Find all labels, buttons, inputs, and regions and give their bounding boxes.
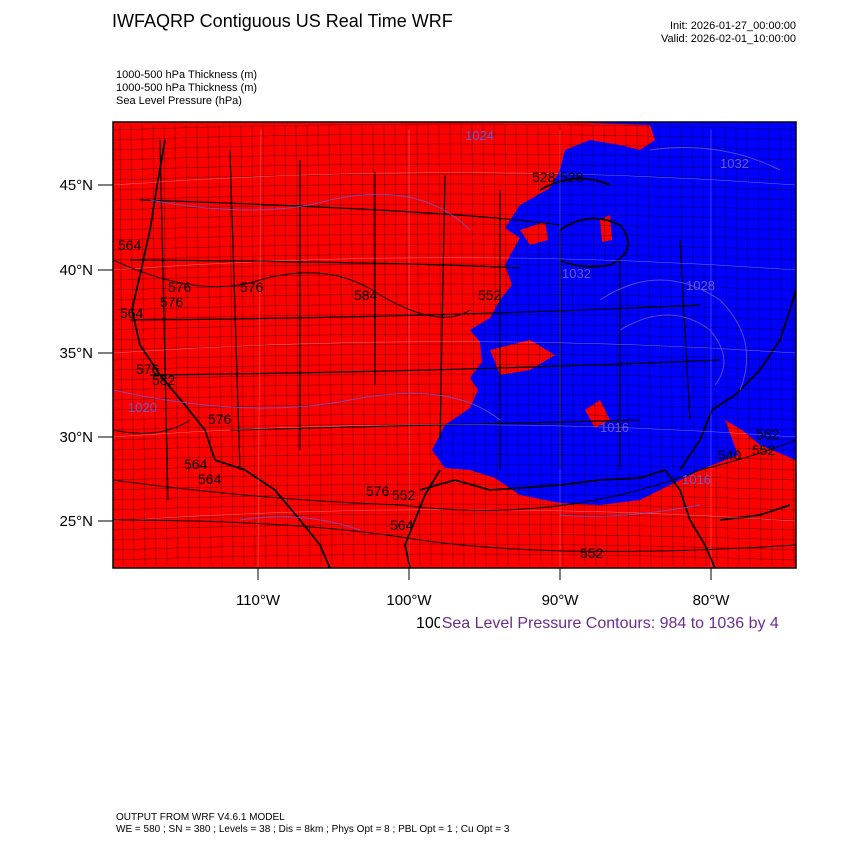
- field-label-thickness-1: 1000-500 hPa Thickness (m): [116, 69, 258, 81]
- slp-label-group: 1024 1032 1032 1028 1020 1016 1016: [128, 128, 749, 487]
- thickness-label: 576: [366, 483, 390, 499]
- plot-frame: [112, 121, 797, 569]
- slp-label: 1032: [562, 266, 591, 281]
- warm-pocket: [520, 222, 548, 245]
- thickness-label: 564: [390, 517, 414, 533]
- slp-label: 1028: [686, 278, 715, 293]
- valid-time: Valid: 2026-02-01_10:00:00: [661, 33, 796, 45]
- state-borders: [129, 139, 721, 501]
- lon-label: 80°W: [693, 592, 731, 609]
- axis-ticks: [98, 184, 712, 580]
- lat-label: 45°N: [59, 177, 93, 194]
- thickness-label: 540: [718, 447, 742, 463]
- thickness-label: 576: [168, 279, 192, 295]
- lat-label: 25°N: [59, 513, 93, 530]
- thickness-label: 564: [120, 305, 144, 321]
- thickness-label: 562: [756, 426, 780, 442]
- slp-contours: [113, 147, 781, 531]
- thickness-contours: [113, 259, 796, 552]
- lon-label: 90°W: [542, 592, 580, 609]
- slp-contour-info: Sea Level Pressure Contours: 984 to 1036…: [439, 615, 779, 632]
- thickness-label: 576: [136, 361, 160, 377]
- thickness-label: 576: [240, 279, 264, 295]
- coastlines: [131, 139, 796, 568]
- lat-label: 30°N: [59, 429, 93, 446]
- thickness-label: 528: [560, 169, 584, 185]
- lat-label: 35°N: [59, 345, 93, 362]
- lat-label: 40°N: [59, 262, 93, 279]
- field-label-thickness-2: 1000-500 hPa Thickness (m): [116, 82, 258, 94]
- field-label-slp: Sea Level Pressure (hPa): [116, 95, 242, 107]
- thickness-label: 552: [580, 545, 604, 561]
- lon-label: 110°W: [236, 592, 281, 609]
- thickness-label: 584: [354, 287, 378, 303]
- thickness-label: 552: [752, 442, 776, 458]
- thickness-label: 576: [208, 411, 232, 427]
- contour-info-prefix: 100: [416, 615, 443, 632]
- thickness-label: 564: [118, 237, 142, 253]
- lon-label: 100°W: [386, 592, 432, 609]
- thickness-label: 564: [198, 471, 222, 487]
- contour-info: 100Sea Level Pressure Contours: 984 to 1…: [416, 615, 782, 633]
- model-config: WE = 580 ; SN = 380 ; Levels = 38 ; Dis …: [116, 824, 510, 835]
- thickness-label: 552: [478, 287, 502, 303]
- thickness-label: 582: [152, 372, 176, 388]
- thickness-label-group: 564 576 576 576 564 584 576 564 528 552 …: [118, 169, 780, 561]
- slp-label: 1020: [128, 400, 157, 415]
- slp-label: 1032: [720, 156, 749, 171]
- slp-label: 1024: [465, 128, 494, 143]
- plot-title: IWFAQRP Contiguous US Real Time WRF: [112, 11, 453, 31]
- model-info: OUTPUT FROM WRF V4.6.1 MODEL: [116, 812, 285, 823]
- warm-pocket: [490, 340, 555, 375]
- thickness-label: 564: [184, 456, 208, 472]
- thickness-label: 552: [392, 487, 416, 503]
- thickness-label: 528: [532, 169, 556, 185]
- slp-label: 1016: [682, 472, 711, 487]
- init-time: Init: 2026-01-27_00:00:00: [670, 20, 796, 32]
- thickness-label: 576: [160, 294, 184, 310]
- slp-label: 1016: [600, 420, 629, 435]
